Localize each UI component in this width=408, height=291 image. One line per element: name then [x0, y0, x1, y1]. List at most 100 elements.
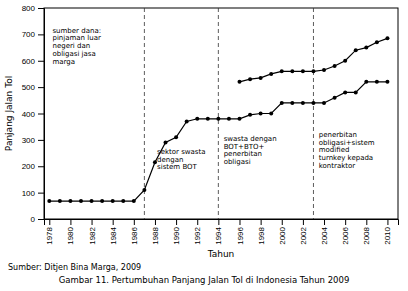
- x-tick-mark: [303, 219, 304, 225]
- series-point: [164, 141, 168, 145]
- series-point: [333, 96, 337, 100]
- series-point: [90, 199, 94, 203]
- series-point: [100, 199, 104, 203]
- series-point: [364, 80, 368, 84]
- x-tick-mark: [176, 219, 177, 225]
- y-tick-label: 300: [22, 136, 36, 145]
- series-point: [311, 101, 315, 105]
- x-tick-label: 1986: [130, 226, 139, 244]
- y-tick-mark: [38, 219, 44, 220]
- y-tick-label: 800: [22, 4, 36, 13]
- series-point: [280, 101, 284, 105]
- x-tick-label: 2002: [299, 226, 308, 244]
- x-axis-domain: [45, 220, 399, 226]
- y-tick: 100: [22, 189, 44, 198]
- series-point: [333, 64, 337, 68]
- series-point: [311, 69, 315, 73]
- annotation: sektor swastadengansistem BOT: [157, 148, 205, 171]
- x-tick-mark: [113, 219, 114, 225]
- x-tick: 2006: [341, 219, 350, 245]
- x-tick-label: 1978: [45, 226, 54, 244]
- annotation-line: obligasi: [224, 158, 251, 166]
- series-point: [385, 80, 389, 84]
- x-tick-label: 1980: [66, 226, 75, 244]
- vertical-line: [218, 8, 219, 219]
- plot: 1978 1980 1982 1984 1986 1988 1990 1992 1994 1996…: [4, 4, 399, 259]
- series-point: [142, 188, 146, 192]
- annotation: penerbitanobligasi+sistemmodifiedturnkey…: [319, 131, 375, 170]
- y-tick: 500: [22, 83, 44, 92]
- vertical-line: [144, 8, 145, 219]
- y-tick-label: 100: [22, 189, 36, 198]
- series-point: [111, 199, 115, 203]
- series-point: [237, 80, 241, 84]
- series-point: [185, 119, 189, 123]
- y-tick: 400: [22, 110, 44, 119]
- x-tick: 1996: [236, 219, 245, 245]
- y-tick-label: 0: [31, 215, 36, 224]
- x-tick: 1990: [172, 219, 181, 245]
- series-point: [68, 199, 72, 203]
- series-point: [322, 101, 326, 105]
- x-tick-mark: [239, 219, 240, 225]
- y-tick-mark: [38, 193, 44, 194]
- series-point: [364, 46, 368, 50]
- x-tick-label: 1990: [172, 226, 181, 244]
- x-tick-mark: [282, 219, 283, 225]
- y-tick-label: 400: [22, 110, 36, 119]
- x-tick-mark: [197, 219, 198, 225]
- chart: 1978 1980 1982 1984 1986 1988 1990 1992 1994 1996…: [0, 0, 408, 291]
- x-axis: 1978 1980 1982 1984 1986 1988 1990 1992 1994 1996…: [45, 219, 399, 245]
- x-tick-label: 2004: [320, 226, 329, 244]
- x-tick-label: 2010: [383, 226, 392, 244]
- y-tick-mark: [38, 34, 44, 35]
- x-tick: 2008: [362, 219, 371, 245]
- series-point: [121, 199, 125, 203]
- annotation: swasta denganBOT+BTO+penerbitanobligasi: [224, 135, 277, 166]
- y-tick-mark: [38, 8, 44, 9]
- series-point: [259, 76, 263, 80]
- series-point: [132, 199, 136, 203]
- x-tick-label: 1994: [214, 226, 223, 244]
- annotation: sumber dana:pinjaman luarnegeri danoblig…: [52, 27, 101, 66]
- y-tick: 0: [31, 215, 44, 224]
- series-point: [290, 101, 294, 105]
- x-tick: 1980: [66, 219, 75, 245]
- x-tick: 2004: [320, 219, 329, 245]
- series-point: [385, 36, 389, 40]
- series-point: [269, 72, 273, 76]
- series-point: [280, 69, 284, 73]
- series-point: [301, 69, 305, 73]
- y-tick: 700: [22, 30, 44, 39]
- x-tick-mark: [261, 219, 262, 225]
- x-tick-label: 1982: [88, 226, 97, 244]
- x-tick: 1992: [193, 219, 202, 245]
- annotation-line: marga: [52, 58, 75, 66]
- x-tick: 1988: [151, 219, 160, 245]
- y-tick-mark: [38, 140, 44, 141]
- series-line: [239, 38, 387, 82]
- x-tick-mark: [366, 219, 367, 225]
- x-tick: 1986: [130, 219, 139, 245]
- x-tick-mark: [387, 219, 388, 225]
- x-tick: 2000: [278, 219, 287, 245]
- x-tick: 1984: [109, 219, 118, 245]
- x-tick: 1994: [214, 219, 223, 245]
- x-tick: 2002: [299, 219, 308, 245]
- series-point: [354, 48, 358, 52]
- x-tick-mark: [70, 219, 71, 225]
- series-point: [343, 90, 347, 94]
- x-tick: 2010: [383, 219, 392, 245]
- marks: [47, 8, 389, 219]
- x-tick-mark: [134, 219, 135, 225]
- x-tick-label: 2008: [362, 226, 371, 244]
- series-point: [248, 113, 252, 117]
- y-tick-mark: [38, 114, 44, 115]
- y-tick: 200: [22, 162, 44, 171]
- x-tick-mark: [92, 219, 93, 225]
- x-tick-mark: [155, 219, 156, 225]
- x-tick-label: 1984: [109, 226, 118, 244]
- y-tick: 800: [22, 4, 44, 13]
- y-tick: 300: [22, 136, 44, 145]
- series-point: [290, 69, 294, 73]
